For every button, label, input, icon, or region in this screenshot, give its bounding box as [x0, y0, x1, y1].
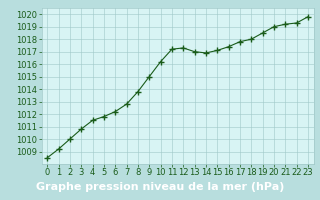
Text: Graphe pression niveau de la mer (hPa): Graphe pression niveau de la mer (hPa): [36, 182, 284, 192]
